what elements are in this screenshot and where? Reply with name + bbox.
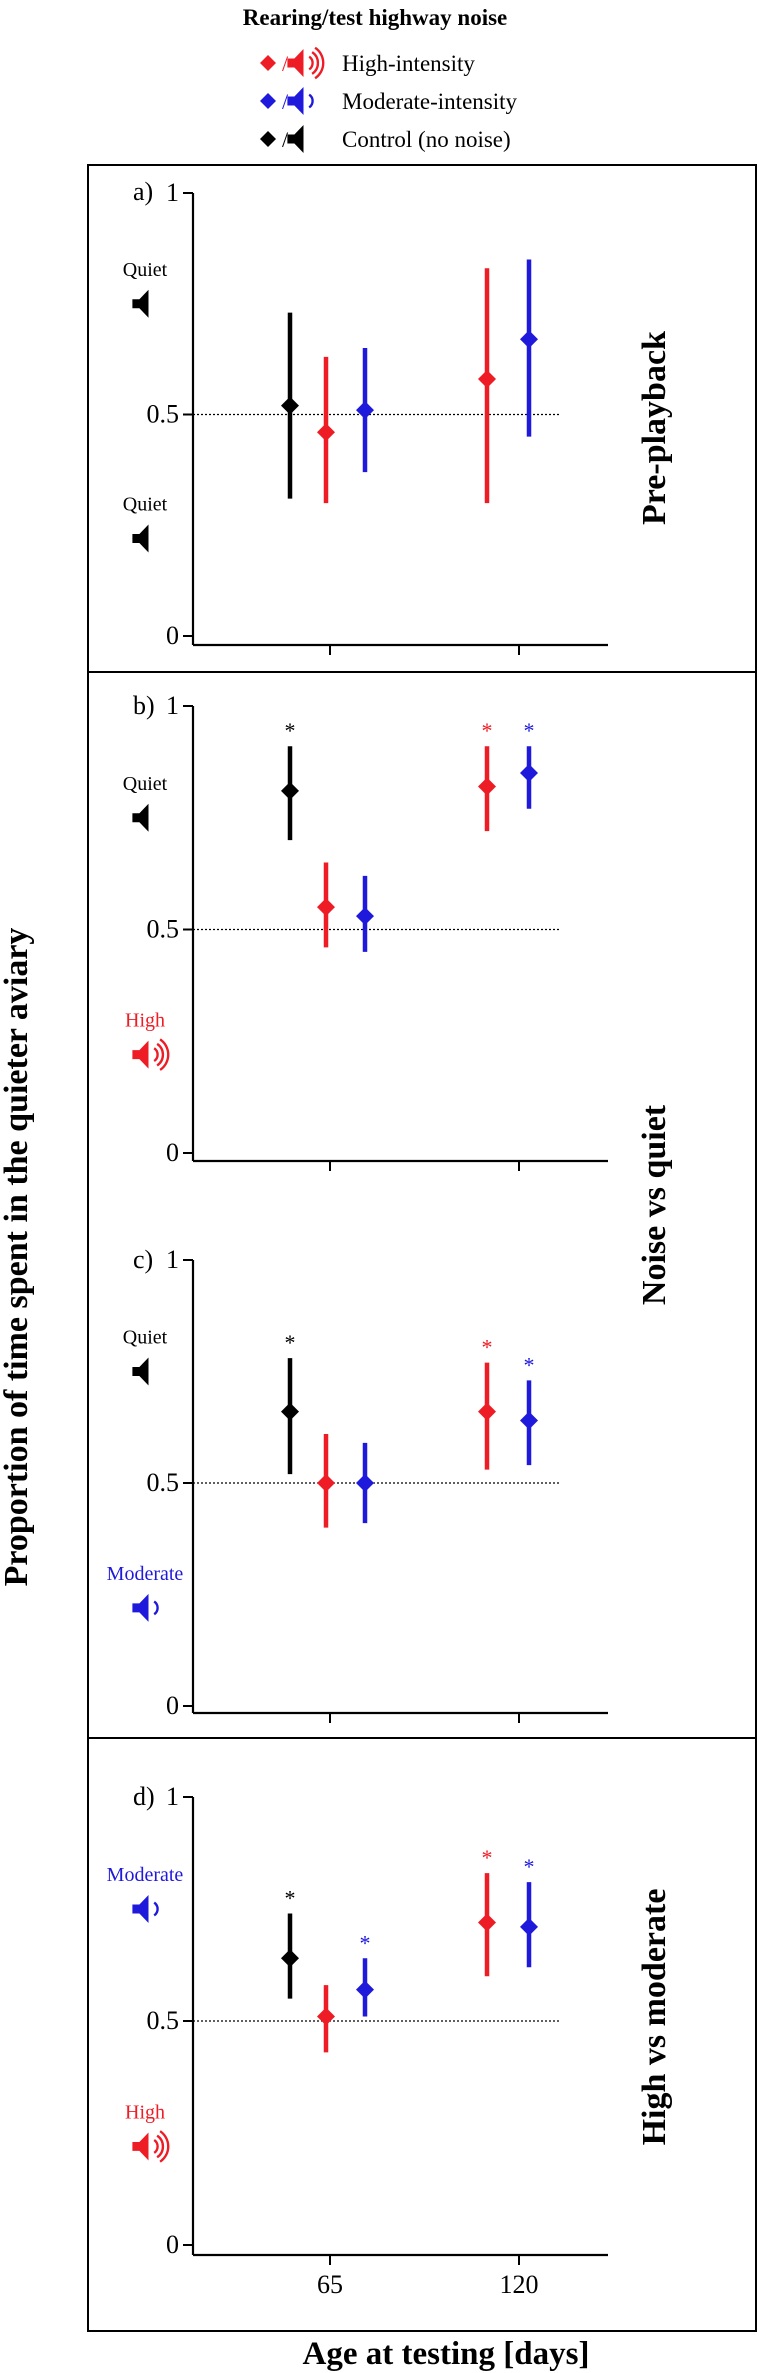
significance-star: * [360, 1930, 371, 1955]
y-tick-label: 0 [166, 1138, 179, 1167]
data-point-marker [478, 370, 496, 389]
data-point-marker [478, 777, 496, 796]
legend-title: Rearing/test highway noise [243, 5, 508, 30]
legend-speaker-icon [287, 46, 325, 80]
data-point-marker [356, 907, 374, 926]
significance-star: * [524, 1854, 535, 1879]
panel-a: 0 0.5 1 a) Quiet Quiet [123, 177, 608, 655]
side-label-d: High vs moderate [636, 1889, 673, 2146]
panel-label: b) [133, 691, 155, 720]
legend: Rearing/test highway noise / High-intensi… [243, 5, 518, 153]
legend-diamond-marker [260, 55, 276, 71]
y-tick-label: 0 [166, 2230, 179, 2259]
significance-star: * [285, 1330, 296, 1355]
legend-diamond-marker [260, 93, 276, 109]
y-tick-label: 0.5 [147, 1468, 180, 1497]
panel-label: c) [133, 1245, 153, 1274]
speaker-top-label: Quiet [123, 259, 168, 281]
panel-frames [87, 164, 757, 2332]
speaker-top-icon [132, 1357, 149, 1386]
data-point-marker [281, 1402, 299, 1421]
y-tick-label: 1 [166, 1782, 179, 1811]
data-point-marker [520, 1917, 538, 1936]
legend-label: High-intensity [342, 51, 475, 76]
significance-star: * [285, 1885, 296, 1910]
panel-b: 0 0.5 1 b) Quiet High * * * [123, 691, 608, 1171]
legend-speaker-icon [287, 87, 314, 115]
y-tick-label: 1 [166, 1245, 179, 1274]
data-point-marker [281, 396, 299, 415]
speaker-bottom-label: High [125, 1010, 165, 1032]
data-point-marker [317, 423, 335, 442]
y-tick-label: 0 [166, 621, 179, 650]
data-point-marker [478, 1402, 496, 1421]
panel-label: d) [133, 1782, 155, 1811]
panels: 0 0.5 1 a) Quiet Quiet 0 0.5 1 b) Quiet High * * * 0 0.5… [107, 177, 608, 2299]
speaker-bottom-label: Moderate [107, 1563, 184, 1585]
data-point-marker [356, 1980, 374, 1999]
y-tick-label: 0.5 [147, 915, 180, 944]
legend-label: Moderate-intensity [342, 89, 518, 114]
data-point-marker [281, 1949, 299, 1968]
legend-entry: / Moderate-intensity [260, 87, 518, 115]
data-point-marker [478, 1913, 496, 1932]
data-point-marker [281, 781, 299, 800]
legend-slash: / [282, 127, 289, 152]
speaker-top-label: Quiet [123, 1327, 168, 1349]
speaker-bottom-icon [132, 524, 149, 553]
speaker-bottom-label: High [125, 2101, 165, 2123]
legend-slash: / [282, 89, 289, 114]
speaker-bottom-icon [132, 1038, 170, 1071]
legend-slash: / [282, 51, 289, 76]
legend-label: Control (no noise) [342, 127, 511, 152]
side-label-noise-vs-quiet: Noise vs quiet [636, 1104, 673, 1305]
y-tick-label: 1 [166, 178, 179, 207]
data-point-marker [317, 1474, 335, 1492]
significance-star: * [524, 1352, 535, 1377]
data-point-marker [317, 898, 335, 917]
significance-star: * [482, 1845, 493, 1870]
side-label-a: Pre-playback [636, 331, 673, 525]
y-tick-label: 1 [166, 691, 179, 720]
speaker-bottom-label: Quiet [123, 494, 168, 516]
speaker-top-label: Moderate [107, 1864, 184, 1886]
x-axis-title: Age at testing [days] [303, 2336, 590, 2372]
panel-label: a) [133, 177, 153, 206]
significance-star: * [482, 718, 493, 743]
legend-speaker-icon [287, 125, 304, 153]
significance-star: * [524, 718, 535, 743]
data-point-marker [356, 1474, 374, 1492]
y-tick-label: 0.5 [147, 400, 180, 429]
speaker-top-label: Quiet [123, 773, 168, 795]
data-point-marker [520, 1411, 538, 1430]
legend-entry: / High-intensity [260, 46, 475, 80]
data-point-marker [520, 764, 538, 783]
data-point-marker [356, 401, 374, 420]
speaker-bottom-icon [132, 2130, 170, 2163]
speaker-top-icon [132, 1895, 159, 1923]
speaker-top-icon [132, 289, 149, 318]
significance-star: * [482, 1335, 493, 1360]
speaker-top-icon [132, 803, 149, 832]
significance-star: * [285, 718, 296, 743]
panel-c: 0 0.5 1 c) Quiet Moderate * * * [107, 1245, 608, 1723]
speaker-bottom-icon [132, 1593, 159, 1622]
y-axis-title: Proportion of time spent in the quieter … [0, 928, 35, 1587]
x-tick-label: 65 [317, 2270, 343, 2299]
panel-d: 0 0.5 1 d) Moderate High * * * * [107, 1782, 608, 2265]
y-tick-label: 0 [166, 1691, 179, 1720]
legend-entry: / Control (no noise) [260, 125, 511, 153]
y-tick-label: 0.5 [147, 2006, 180, 2035]
legend-diamond-marker [260, 131, 276, 147]
data-point-marker [520, 330, 538, 349]
data-point-marker [317, 2007, 335, 2026]
frame-bottom-panel [87, 1737, 757, 2332]
x-tick-label: 120 [500, 2270, 539, 2299]
